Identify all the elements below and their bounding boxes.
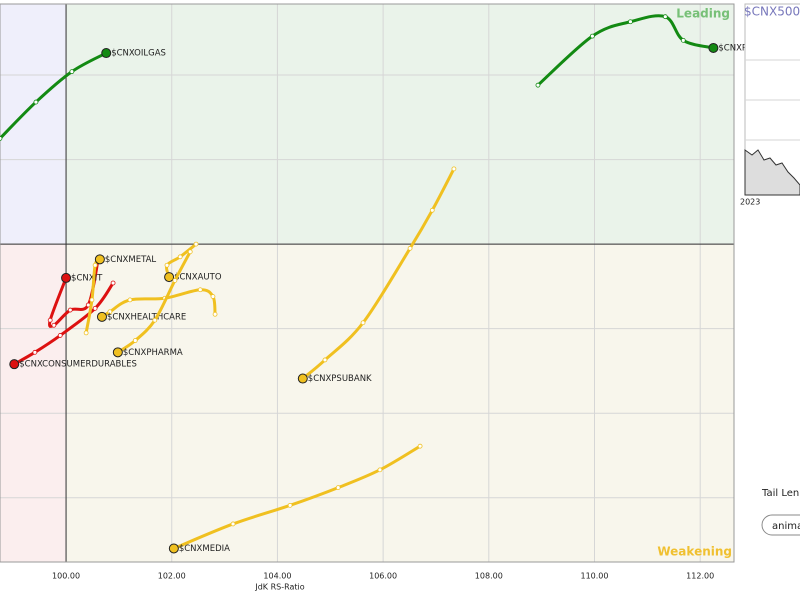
tail-point (110, 280, 116, 286)
side-year: 2023 (740, 198, 760, 207)
tail-point (535, 82, 541, 88)
tail-length-label: Tail Len (761, 488, 799, 499)
plot-area: 100.00 102.00 104.00 106.00 108.00 110.00 112.… (0, 3, 774, 581)
tail-point (47, 317, 53, 323)
tail-point (360, 320, 366, 326)
x-tick-label: 100.00 (52, 572, 80, 581)
head-point (101, 48, 112, 59)
tail-line (47, 256, 100, 328)
x-tick-label: 112.00 (686, 572, 714, 581)
tail-point (83, 330, 89, 336)
tail-point (628, 19, 633, 25)
tail-point (322, 357, 328, 363)
tail-point (127, 297, 133, 303)
series-label: $CNXOILGAS (111, 49, 166, 59)
series-label: $CNXPSUBANK (308, 374, 372, 384)
tail-point (287, 502, 293, 508)
head-point (112, 347, 123, 358)
tail-point (662, 14, 668, 20)
quadrant-label: Leading (676, 7, 730, 21)
head-point (9, 359, 20, 370)
tail-point (187, 249, 193, 255)
quadrant-label: Weakening (657, 545, 732, 559)
head-point (61, 272, 72, 283)
side-title: $CNX500 (744, 5, 800, 19)
series-label: $CNXMETAL (105, 255, 157, 265)
series-label: $CNXAUTO (174, 273, 222, 283)
series-label: $CNXHEALTHCARE (107, 312, 186, 322)
x-tick-label: 110.00 (580, 572, 608, 581)
tail-point (69, 69, 75, 75)
x-tick-label: 108.00 (475, 572, 503, 581)
tail-point (164, 262, 170, 268)
series-label: $CNXPHARMA (123, 348, 183, 358)
x-tick-label: 104.00 (263, 572, 291, 581)
tail-point (92, 262, 98, 268)
tail-point (152, 317, 158, 323)
animate-button[interactable] (761, 514, 800, 536)
head-point (297, 373, 308, 384)
tail-line (172, 444, 422, 550)
tail-point (107, 309, 113, 315)
tail-point (407, 245, 413, 251)
series-label: $CNXMEDIA (179, 544, 230, 554)
head-point (96, 311, 107, 322)
tail-point (177, 254, 183, 260)
tail-point (212, 311, 218, 317)
head-point (164, 272, 175, 283)
tail-point (377, 467, 383, 473)
tail-point (132, 338, 138, 343)
tail-point (51, 322, 57, 328)
series-label: $CNXIT (71, 273, 103, 283)
quadrant-leading (66, 4, 735, 245)
tail-point (210, 294, 216, 299)
head-point (708, 42, 719, 53)
animate-button-label[interactable]: anima (772, 521, 800, 532)
tail-point (33, 99, 39, 105)
quadrant-improving (0, 4, 67, 245)
tail-point (335, 485, 341, 491)
tail-point (32, 349, 38, 355)
tail-line (0, 51, 108, 140)
quadrant-lagging (0, 244, 67, 563)
tail-point (451, 166, 457, 172)
head-point (168, 543, 179, 554)
tail-point (429, 207, 435, 213)
quadrant-weakening (66, 244, 735, 563)
tail-point (230, 521, 236, 527)
x-axis-label: JdK RS-Ratio (254, 583, 304, 592)
side-mini-chart (744, 149, 800, 196)
tail-point (197, 287, 203, 293)
tail-point (89, 297, 95, 303)
plot-frame (0, 3, 735, 563)
tail-point (0, 136, 3, 141)
series-label: $CNXCONSUMERDURABLES (19, 360, 137, 370)
tail-point (57, 333, 63, 338)
tail-point (193, 241, 199, 247)
tail-point (172, 278, 178, 283)
tail-point (680, 37, 686, 43)
head-point (94, 254, 105, 265)
tail-point (92, 305, 98, 311)
tail-point (67, 307, 73, 313)
x-tick-label: 106.00 (369, 572, 397, 581)
tail-point (589, 33, 595, 39)
x-tick-label: 102.00 (158, 572, 186, 581)
tail-point (417, 443, 423, 449)
